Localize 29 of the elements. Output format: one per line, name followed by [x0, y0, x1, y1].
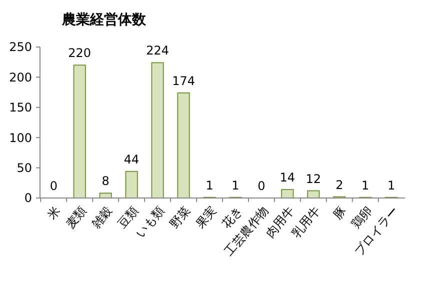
y-tick-label: 100: [9, 130, 32, 145]
data-label: 14: [280, 170, 296, 185]
data-label: 174: [172, 74, 195, 88]
y-tick-label: 150: [9, 100, 32, 115]
data-label: 0: [258, 179, 266, 193]
chart-title: 農業経営体数: [61, 12, 147, 28]
x-tick-label: 鶏卵: [348, 204, 375, 232]
data-label: 12: [306, 172, 322, 186]
data-label: 1: [206, 178, 214, 192]
data-label: 44: [124, 152, 140, 166]
x-tick-label: 麦類: [62, 204, 90, 232]
x-tick-label: 豆類: [114, 204, 142, 232]
y-tick-label: 250: [9, 40, 32, 54]
data-label: 0: [50, 179, 58, 193]
y-tick-label: 200: [9, 70, 32, 84]
x-tick-label: 豚: [330, 204, 349, 222]
data-label: 1: [388, 178, 396, 192]
data-label: 2: [336, 178, 344, 192]
data-label: 1: [232, 178, 240, 192]
x-tick-label: 果実: [192, 204, 220, 232]
data-label: 1: [362, 178, 370, 192]
data-label: 224: [146, 44, 170, 58]
x-tick-label: 米: [44, 204, 64, 222]
y-tick-label: 50: [16, 161, 32, 175]
data-label: 220: [68, 46, 92, 60]
x-tick-label: 雑穀: [88, 204, 116, 232]
x-tick-label: 野菜: [166, 204, 194, 232]
data-label: 8: [102, 174, 110, 188]
y-tick-label: 0: [24, 191, 32, 206]
